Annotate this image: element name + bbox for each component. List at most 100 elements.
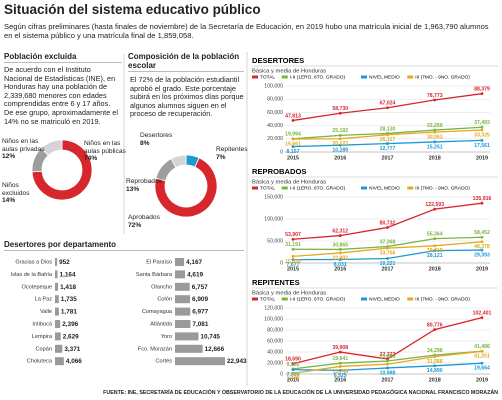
point	[338, 111, 342, 115]
section-title: Población excluida	[4, 52, 122, 63]
point	[338, 258, 342, 261]
x-tick-label: 2016	[334, 155, 346, 161]
bar-category: Cortés	[156, 359, 173, 365]
section-title: Desertores por departamento	[4, 240, 244, 251]
data-label: 78,773	[427, 93, 443, 99]
point	[291, 119, 295, 122]
point	[338, 137, 342, 141]
point	[338, 365, 342, 368]
data-label: 122,503	[425, 202, 444, 208]
point	[480, 316, 484, 320]
point	[433, 244, 437, 248]
page-title: Situación del sistema educativo público	[4, 2, 261, 17]
y-tick-label: 0	[280, 371, 283, 377]
data-label: 13,744	[332, 369, 348, 375]
data-label: 31,588	[427, 359, 443, 365]
chart-title: REPITENTES	[252, 278, 300, 287]
donut-label: Reprobados 13%	[126, 178, 162, 193]
data-label: 1,439	[287, 376, 300, 382]
y-tick-label: 20,000	[267, 136, 283, 142]
bar-category: Choluteca	[27, 359, 53, 365]
slice-name: Niños excluidos	[2, 182, 30, 197]
data-label: 62,312	[332, 228, 348, 234]
legend-swatch	[281, 75, 288, 79]
data-label: 28,121	[427, 253, 443, 259]
legend-label: I-II (1ERO. 6TO. GRADO)	[290, 297, 346, 303]
bar-category: Atlántida	[150, 321, 173, 327]
point	[386, 246, 389, 250]
legend-swatch	[407, 297, 414, 301]
bar-category: El Paraíso	[146, 259, 172, 265]
donut-label: Niños excluidos 14%	[2, 182, 46, 205]
data-label: 33,259	[427, 123, 443, 129]
data-label: 15,035	[285, 259, 301, 265]
point	[386, 257, 389, 260]
data-label: 33,756	[380, 251, 396, 257]
point	[291, 237, 295, 241]
point	[433, 207, 437, 211]
data-label: 6,525	[334, 373, 347, 379]
slice-name: Desertores	[140, 132, 173, 139]
legend-swatch	[281, 297, 288, 301]
bar	[175, 270, 186, 279]
data-label: 8,031	[334, 262, 347, 268]
data-label: 102,401	[473, 311, 492, 317]
y-tick-label: 0	[280, 149, 283, 155]
bar-value: 4,167	[186, 259, 202, 266]
data-label: 39,018	[427, 248, 443, 254]
data-label: 28,130	[380, 126, 396, 132]
slice-name: Reprobados	[126, 178, 162, 185]
point	[386, 366, 389, 370]
bar-value: 6,909	[192, 296, 208, 303]
bar	[55, 307, 59, 316]
bar-value: 1,164	[60, 271, 76, 278]
bar	[175, 282, 190, 291]
y-tick-label: 100,000	[264, 216, 283, 222]
y-tick-label: 0	[280, 260, 283, 266]
data-label: 8,157	[287, 149, 300, 155]
x-tick-label: 2017	[382, 377, 394, 383]
slice-name: Niños en las aulas privadas	[2, 138, 45, 153]
x-tick-label: 2018	[429, 266, 441, 272]
point	[338, 234, 342, 237]
bar	[175, 320, 191, 328]
x-tick-label: 2017	[382, 155, 394, 161]
data-label: 20,122	[332, 141, 348, 147]
bar-value: 22,943	[227, 358, 247, 365]
slice-value: 8%	[140, 139, 150, 147]
y-tick-label: 80,000	[267, 97, 283, 103]
point	[386, 362, 389, 366]
x-tick-label: 2017	[382, 266, 394, 272]
data-label: 67,024	[380, 101, 396, 107]
bar-value: 2,629	[63, 333, 79, 340]
legend-label: NIVEL MEDIO	[369, 297, 400, 303]
point	[480, 201, 484, 205]
point	[433, 364, 437, 368]
intro: Según cifras preliminares (hasta finales…	[4, 22, 489, 40]
data-label: 31,191	[285, 242, 301, 248]
bar-category: Ocotepeque	[22, 284, 52, 290]
x-tick-label: 2019	[476, 377, 488, 383]
data-label: 37,368	[380, 239, 396, 245]
y-tick-label: 60,000	[267, 338, 283, 344]
data-label: 19,661	[285, 141, 301, 147]
data-label: 33,325	[474, 132, 490, 138]
legend-label: NIVEL MEDIO	[369, 75, 400, 81]
y-tick-label: 80,000	[267, 327, 283, 333]
bar	[55, 282, 59, 291]
data-label: 135,916	[473, 196, 492, 202]
bar-category: Islas de la Bahía	[11, 272, 53, 278]
bar-value: 952	[59, 259, 70, 266]
bar-value: 7,081	[192, 321, 208, 328]
x-tick-label: 2019	[476, 266, 488, 272]
point	[433, 249, 437, 253]
bar	[55, 270, 58, 279]
bar-value: 10,745	[200, 333, 220, 340]
point	[291, 145, 295, 149]
point	[291, 137, 295, 141]
bar-category: Colón	[157, 297, 172, 303]
bar-category: Yoro	[161, 334, 172, 340]
bar	[55, 258, 58, 266]
point	[338, 369, 342, 372]
data-label: 34,298	[427, 348, 443, 354]
